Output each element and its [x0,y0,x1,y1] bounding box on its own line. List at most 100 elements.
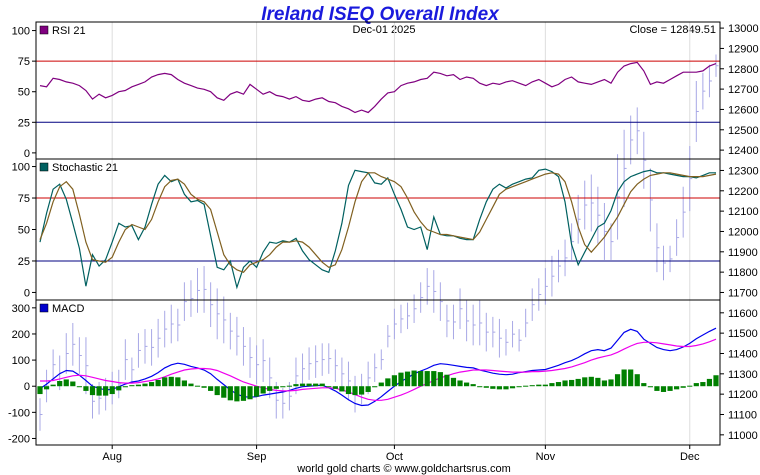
macd-histogram-bar [122,386,128,388]
price-tick-label: 12200 [728,186,759,198]
macd-histogram-bar [483,386,489,388]
series-line-rsi [39,61,717,114]
price-tick-label: 12400 [728,145,759,157]
price-tick-label: 11800 [728,267,758,279]
macd-histogram-bar [555,382,562,387]
macd-histogram-bar [181,380,187,387]
macd-histogram-bar [293,384,299,387]
macd-histogram-bar [326,386,332,388]
macd-histogram-bar [135,384,142,387]
close-label: Close = 12849.51 [629,24,716,36]
price-tick-label: 12000 [728,226,759,238]
x-tick-label: Oct [386,451,403,463]
y-tick-label: -100 [8,407,30,419]
macd-histogram-bar [194,385,201,387]
macd-histogram-bar [628,369,634,387]
series-line-signal [40,338,717,401]
macd-histogram-bar [457,380,463,387]
price-tick-label: 12100 [728,206,759,218]
panel-label: Stochastic 21 [52,162,118,174]
macd-histogram-bar [168,376,174,387]
macd-histogram-bar [385,378,391,387]
price-tick-label: 12600 [728,104,759,116]
macd-histogram-bar [404,371,411,387]
macd-histogram-bar [214,386,220,396]
macd-histogram-bar [700,382,706,387]
macd-histogram-bar [621,369,627,387]
macd-histogram-bar [470,384,476,387]
price-tick-label: 11300 [728,369,758,381]
y-tick-label: 50 [18,225,30,237]
macd-histogram-bar [70,381,76,387]
macd-histogram-bar [437,372,443,387]
macd-histogram-bar [267,386,273,391]
macd-histogram-bar [345,386,352,395]
macd-histogram-bar [582,377,588,387]
macd-histogram-bar [63,379,69,387]
macd-histogram-bar [234,386,240,402]
panel-label: MACD [52,303,84,315]
macd-histogram-bar [562,380,568,387]
y-tick-label: 25 [18,117,30,129]
y-tick-label: 100 [12,26,30,38]
chart-title: Ireland ISEQ Overall Index [261,4,500,25]
macd-histogram-bar [601,380,608,387]
macd-histogram-bar [142,383,148,387]
macd-histogram-bar [299,383,306,387]
macd-histogram-bar [523,385,529,387]
macd-histogram-bar [660,386,667,392]
panel-frame [35,299,721,446]
panel-legend-swatch [39,162,49,172]
macd-histogram-bar [674,386,680,390]
x-tick-label: Sep [247,451,267,463]
macd-histogram-bar [496,386,503,390]
series-line--d [39,172,717,274]
macd-histogram-bar [516,386,522,388]
macd-histogram-bar [641,383,647,387]
macd-histogram-bar [148,382,155,387]
macd-histogram-bar [503,386,509,390]
macd-histogram-bar [332,386,338,389]
macd-histogram-bar [50,384,56,387]
price-tick-label: 11600 [728,308,758,320]
y-tick-label: 0 [24,148,30,160]
macd-histogram-bar [647,386,653,388]
macd-histogram-bar [713,375,719,387]
macd-histogram-bar [352,386,358,396]
macd-histogram-bar [706,378,713,387]
macd-histogram-bar [391,375,398,387]
macd-histogram-bar [280,386,286,388]
macd-histogram-bar [575,378,581,387]
price-tick-label: 11700 [728,287,758,299]
x-tick-label: Nov [536,451,556,463]
macd-histogram-bar [83,386,89,391]
macd-histogram-bar [358,386,365,395]
macd-histogram-bar [654,386,660,391]
price-tick-label: 11000 [728,430,758,442]
price-tick-label: 12500 [728,125,759,137]
macd-histogram-bar [208,386,214,391]
series-line-macd [39,327,717,407]
macd-histogram-bar [588,376,594,387]
macd-histogram-bar [162,377,168,387]
y-tick-label: -200 [8,433,30,445]
macd-histogram-bar [378,382,384,387]
macd-histogram-bar [306,383,312,387]
macd-histogram-bar [109,386,115,395]
macd-histogram-bar [450,377,457,387]
macd-histogram-bar [221,386,227,398]
price-tick-label: 11500 [728,328,758,340]
price-tick-label: 11400 [728,348,758,360]
macd-histogram-bar [398,372,404,387]
macd-histogram-bar [96,386,102,396]
macd-histogram-bar [431,371,437,387]
macd-histogram-bar [536,384,542,387]
y-tick-label: 25 [18,256,30,268]
y-tick-label: 100 [12,162,30,174]
price-tick-label: 12900 [728,43,759,55]
y-tick-label: 300 [12,303,30,315]
macd-histogram-bar [319,383,325,387]
x-tick-label: Dec [680,451,700,463]
macd-histogram-bar [43,386,50,390]
